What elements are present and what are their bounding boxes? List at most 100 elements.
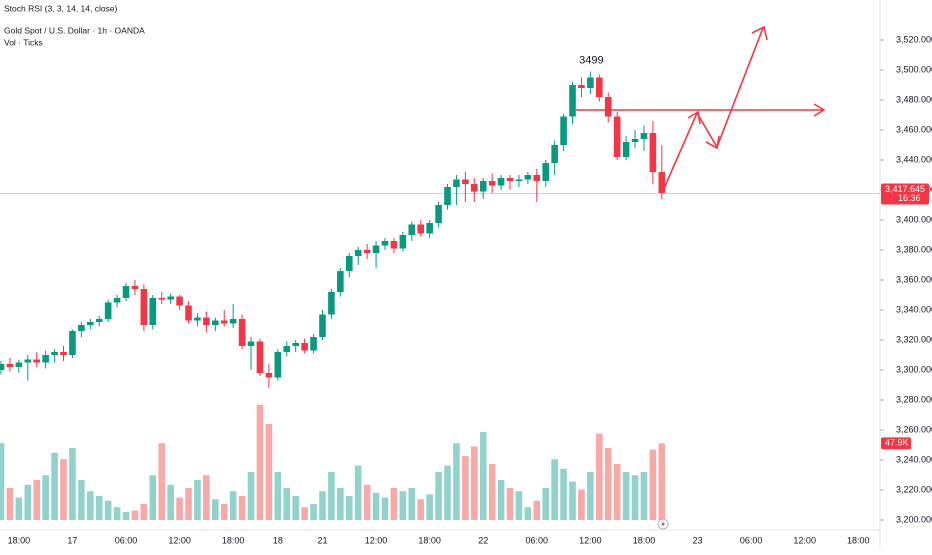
volume-bar — [42, 475, 49, 520]
volume-bar — [256, 404, 264, 520]
x-tick-label: 23 — [693, 535, 703, 545]
candle-body — [292, 343, 299, 346]
candle-body — [569, 85, 576, 117]
candle-body — [479, 181, 487, 192]
last-price-tag — [881, 183, 929, 205]
candle-body — [604, 97, 612, 117]
candle-body — [104, 302, 112, 319]
candle-body — [488, 181, 496, 186]
candle-body — [551, 145, 558, 163]
volume-bar — [533, 500, 541, 520]
volume-bar — [435, 472, 442, 520]
volume-bar — [497, 480, 505, 520]
candle-body — [176, 296, 183, 306]
y-tick-label: 3,500.000 — [896, 64, 932, 74]
x-tick-label: 06:00 — [740, 535, 763, 545]
volume-bar — [33, 480, 41, 520]
volume-bar — [69, 448, 76, 520]
y-tick-label: 3,360.000 — [896, 274, 932, 284]
candle-body — [203, 317, 210, 325]
candle-body — [658, 172, 666, 193]
y-tick-label: 3,300.000 — [896, 364, 932, 374]
arrow-head — [687, 110, 701, 125]
volume-bar — [104, 500, 112, 520]
volume-bar — [587, 472, 594, 520]
volume-bar — [604, 448, 612, 520]
volume-bar — [113, 507, 121, 520]
candle-body — [372, 245, 380, 253]
volume-bar — [640, 472, 648, 520]
candle-body — [524, 175, 532, 180]
candle-body — [319, 314, 326, 337]
candle-body — [363, 250, 371, 253]
y-tick-label: 3,260.000 — [896, 424, 932, 434]
candle-body — [345, 256, 353, 271]
volume-bar — [515, 491, 523, 520]
countdown-label: 16:36 — [898, 193, 921, 203]
y-tick-label: 3,320.000 — [896, 334, 932, 344]
volume-bar — [542, 488, 550, 520]
alert-icon[interactable] — [657, 518, 669, 530]
y-tick-label: 3,280.000 — [896, 394, 932, 404]
x-tick-label: 18:00 — [633, 535, 656, 545]
candle-body — [87, 322, 94, 325]
volume-bar — [283, 488, 291, 520]
candle-body — [622, 142, 630, 157]
candle-body — [426, 223, 433, 234]
last-price-label: 3,417.645 — [885, 184, 925, 194]
volume-bar — [78, 480, 85, 520]
volume-bar — [381, 497, 389, 520]
candle-body — [229, 319, 237, 324]
volume-bar — [506, 488, 514, 520]
y-tick-label: 3,220.000 — [896, 484, 932, 494]
volume-bar — [649, 449, 657, 520]
candle-body — [301, 343, 308, 351]
volume-bar — [158, 443, 166, 520]
candle-body — [542, 163, 550, 181]
volume-bar — [15, 497, 23, 520]
candle-body — [194, 317, 201, 321]
x-tick-label: 17 — [67, 535, 77, 545]
volume-bar — [301, 507, 308, 520]
candle-body — [390, 241, 398, 249]
x-tick-label: 06:00 — [115, 535, 138, 545]
candle-body — [247, 341, 255, 346]
candle-body — [24, 359, 32, 363]
arrow-head — [751, 25, 768, 41]
volume-bar — [247, 472, 255, 520]
candle-body — [60, 352, 67, 355]
volume-bar — [0, 443, 5, 520]
volume-bar — [212, 499, 219, 520]
candle-body — [506, 178, 514, 181]
volume-bar — [578, 489, 585, 520]
volume-bar — [613, 464, 621, 520]
volume-bar — [462, 456, 469, 520]
x-tick-label: 18:00 — [847, 535, 870, 545]
volume-bar — [399, 491, 407, 520]
candle-body — [613, 116, 621, 157]
candle-body — [399, 235, 407, 249]
last-volume-tag — [881, 437, 911, 450]
volume-bar — [488, 464, 496, 520]
candle-body — [256, 341, 264, 373]
chart-title: Gold Spot / U.S. Dollar · 1h · OANDA — [4, 25, 145, 35]
volume-bar — [328, 472, 335, 520]
volume-bar — [470, 446, 478, 520]
candle-body — [122, 286, 130, 298]
x-tick-label: 18 — [273, 535, 283, 545]
y-tick-label: 3,400.000 — [896, 214, 932, 224]
volume-bar — [310, 504, 317, 520]
candle-body — [417, 224, 425, 234]
candle-body — [69, 331, 76, 355]
volume-bar — [551, 459, 558, 520]
candle-body — [649, 133, 657, 172]
x-tick-label: 18:00 — [222, 535, 245, 545]
volume-bar — [345, 496, 353, 520]
volume-bar — [319, 491, 326, 520]
volume-bar — [220, 504, 228, 520]
candle-body — [51, 352, 58, 355]
candle-body — [640, 133, 648, 139]
candle-body — [453, 179, 460, 187]
projection-path — [661, 27, 764, 194]
x-tick-label: 18:00 — [8, 535, 31, 545]
